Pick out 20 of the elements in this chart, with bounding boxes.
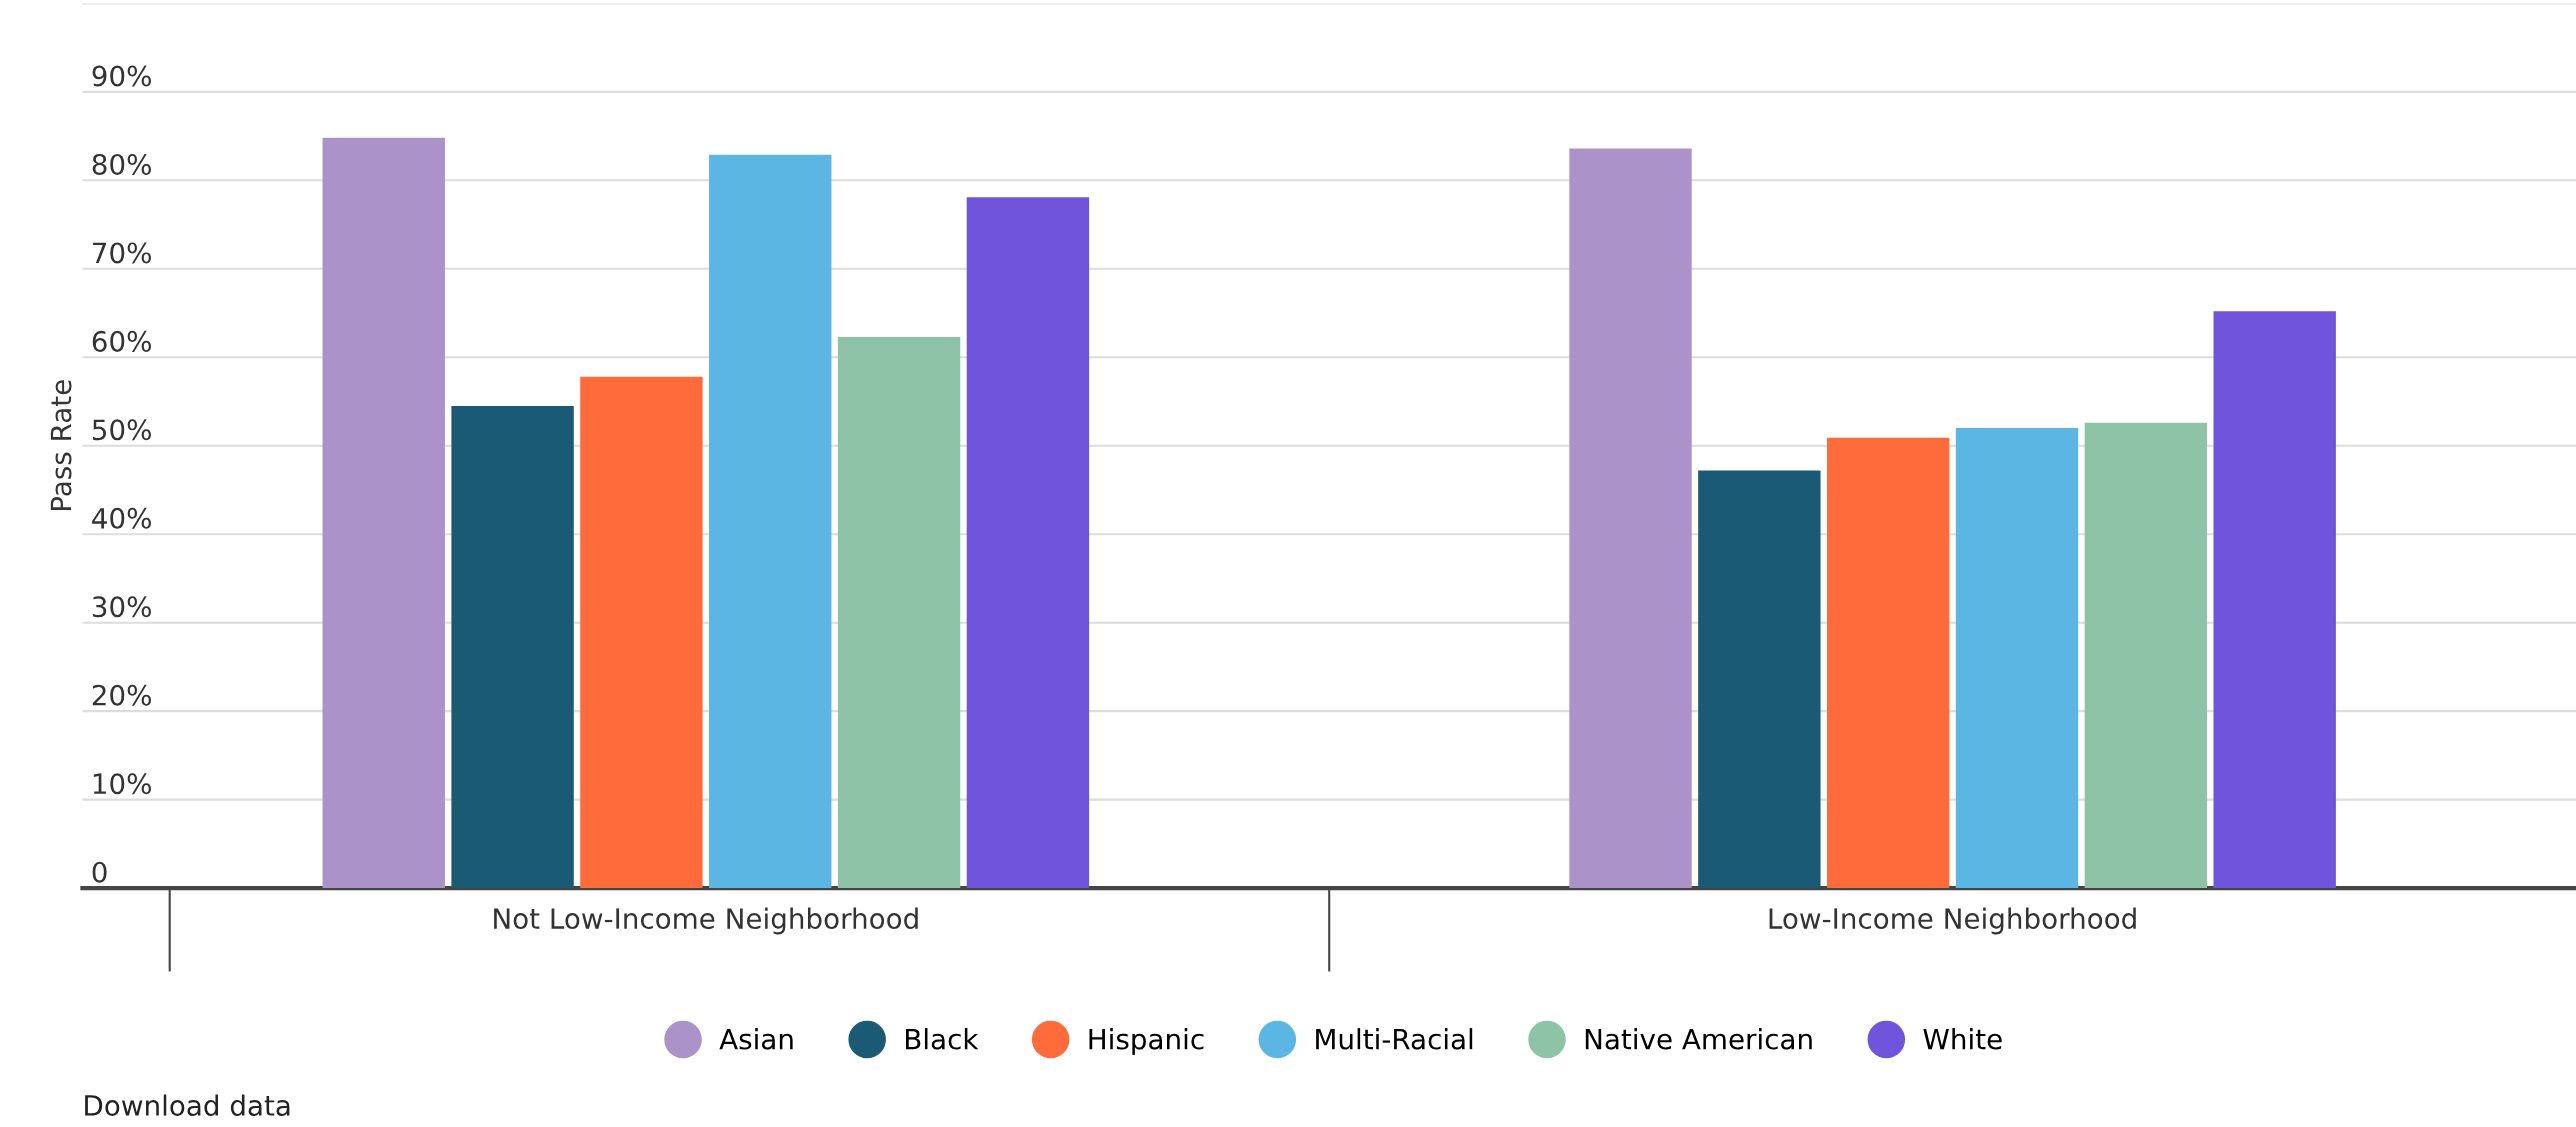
legend-label: White <box>1923 1028 2002 1050</box>
y-tick-label: 10% <box>93 773 151 795</box>
y-tick-label: 90% <box>92 65 151 87</box>
y-tick-label: 80% <box>92 153 151 175</box>
legend-label: Multi-Racial <box>1316 1028 1473 1050</box>
y-tick-label: 40% <box>92 507 151 529</box>
legend-label: Asian <box>719 1028 793 1050</box>
text: Download data <box>85 1094 290 1116</box>
y-tick-label: 50% <box>92 419 151 441</box>
x-tick-label: Low-Income Neighborhood <box>1769 907 2136 935</box>
y-tick-label: 0 <box>92 861 107 883</box>
y-tick-label: 20% <box>92 684 151 706</box>
y-tick-label: 60% <box>92 330 151 352</box>
y-tick-label: 30% <box>92 596 151 618</box>
y-tick-label: 70% <box>93 242 151 264</box>
x-tick-label: Not Low-Income Neighborhood <box>494 907 918 935</box>
legend-label: Black <box>906 1028 979 1050</box>
y-axis-title: Pass Rate <box>50 380 72 510</box>
legend-label: Native American <box>1585 1028 1812 1050</box>
legend-label: Hispanic <box>1089 1028 1204 1055</box>
